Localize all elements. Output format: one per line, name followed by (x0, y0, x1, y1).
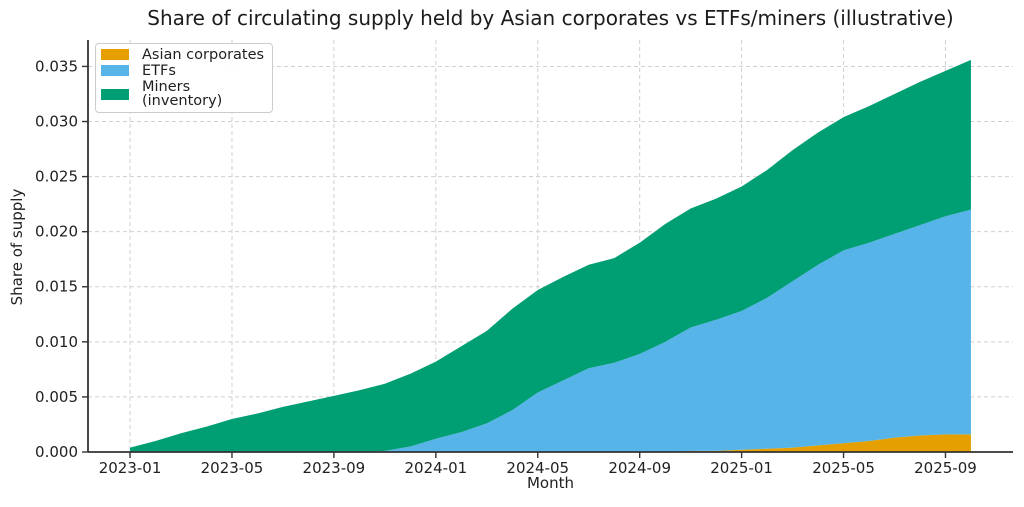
y-tick-label: 0.020 (35, 223, 78, 241)
legend-swatch-etfs-icon (101, 65, 129, 77)
area-etfs (130, 209, 971, 452)
legend-label-miners: Miners (inventory) (142, 78, 223, 109)
y-tick-label: 0.030 (35, 112, 78, 130)
legend-label-asian-corporates: Asian corporates (142, 46, 265, 63)
area-asian-corporates (130, 434, 971, 452)
y-tick-label: 0.015 (35, 278, 78, 296)
chart-title: Share of circulating supply held by Asia… (147, 6, 954, 30)
legend-swatch-miners-icon (101, 88, 129, 100)
y-tick-label: 0.000 (35, 443, 78, 461)
x-tick-label: 2025-05 (812, 459, 875, 477)
x-tick-label: 2025-09 (914, 459, 977, 477)
x-tick-label: 2024-09 (608, 459, 671, 477)
x-axis-label: Month (526, 474, 574, 492)
tick-labels: 0.000 0.005 0.010 0.015 0.020 0.025 0.030 0.035… (35, 57, 977, 477)
legend-item-etfs: ETFs (101, 62, 267, 79)
y-tick-label: 0.025 (35, 168, 78, 186)
legend-swatch-asian-corporates-icon (101, 49, 129, 61)
y-tick-label: 0.035 (35, 57, 78, 75)
x-tick-label: 2023-01 (99, 459, 162, 477)
y-axis-label: Share of supply (8, 188, 26, 306)
legend-item-asian-corporates: Asian corporates (101, 46, 267, 63)
x-tick-label: 2024-05 (506, 459, 569, 477)
legend-label-etfs: ETFs (142, 62, 176, 79)
x-tick-label: 2023-09 (303, 459, 366, 477)
legend-item-miners: Miners (inventory) (101, 78, 267, 109)
area-miners-inventory- (130, 59, 971, 452)
x-tick-label: 2024-01 (404, 459, 467, 477)
y-tick-label: 0.005 (35, 388, 78, 406)
x-tick-label: 2025-01 (710, 459, 773, 477)
tick-marks (82, 65, 947, 458)
axes-spines (87, 40, 1013, 453)
legend: Asian corporates ETFs Miners (inventory) (95, 43, 273, 113)
y-tick-label: 0.010 (35, 333, 78, 351)
x-tick-label: 2023-05 (201, 459, 264, 477)
